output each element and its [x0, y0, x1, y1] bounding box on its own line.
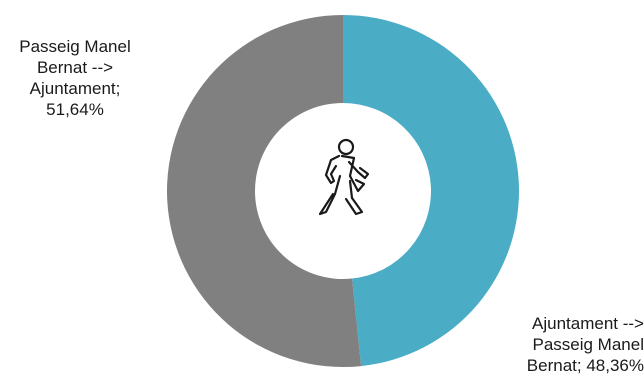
data-label-passeig-to-ajuntament: Passeig Manel Bernat --> Ajuntament; 51,…: [0, 36, 150, 120]
data-label-line: Ajuntament;: [29, 79, 121, 98]
data-label-line: Passeig Manel: [532, 335, 644, 354]
donut-slices: [167, 15, 520, 367]
data-label-line: Passeig Manel: [19, 37, 131, 56]
data-label-line: Ajuntament -->: [532, 314, 644, 333]
data-label-ajuntament-to-passeig: Ajuntament --> Passeig Manel Bernat; 48,…: [496, 313, 644, 376]
pedestrian-walking-icon: [318, 138, 370, 216]
data-label-line: Bernat -->: [36, 58, 114, 77]
donut-slice-0: [167, 15, 362, 367]
donut-slice-1: [343, 15, 520, 367]
data-label-line: Bernat; 48,36%: [526, 356, 644, 375]
data-label-line: 51,64%: [46, 100, 104, 119]
